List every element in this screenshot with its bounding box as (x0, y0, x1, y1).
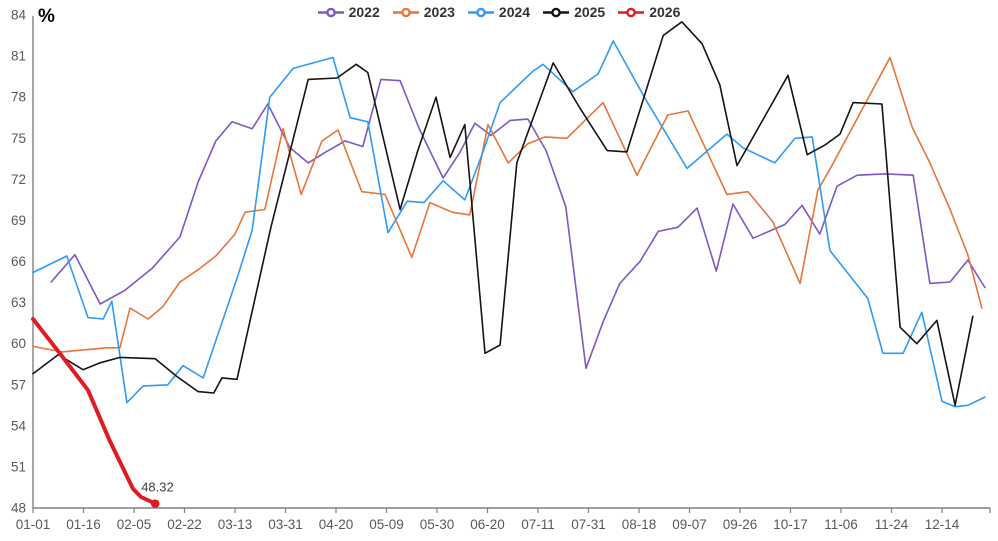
y-tick-label: 63 (11, 295, 26, 310)
x-tick-label: 02-05 (117, 517, 152, 532)
x-tick-label: 12-14 (925, 517, 960, 532)
legend: 2022 2023 2024 2025 2026 (0, 4, 998, 20)
legend-marker-icon (543, 7, 570, 17)
series-line-2023 (32, 56, 983, 353)
series-line-2022 (50, 78, 986, 370)
series-line-2024 (32, 40, 986, 408)
legend-label: 2024 (498, 4, 531, 20)
x-tick-label: 03-31 (268, 517, 303, 532)
x-tick-label: 05-09 (369, 517, 404, 532)
series-end-dot-2026 (150, 499, 160, 508)
axes (32, 16, 990, 509)
x-tick-label: 09-07 (672, 517, 707, 532)
legend-marker-icon (618, 7, 645, 17)
x-tick-label: 09-26 (723, 517, 758, 532)
y-tick-label: 60 (11, 336, 26, 351)
y-tick-label: 72 (11, 172, 26, 187)
y-tick-label: 69 (11, 213, 26, 228)
x-axis-tick-labels: 01-01 01-16 02-05 02-22 03-13 03-31 04-20 05-09… (16, 508, 991, 532)
legend-item-2023[interactable]: 2023 (392, 4, 455, 20)
legend-marker-icon (392, 7, 419, 17)
x-tick-label: 03-13 (218, 517, 253, 532)
y-tick-label: 81 (11, 49, 26, 64)
x-tick-label: 08-18 (622, 517, 657, 532)
end-value-label-2026: 48.32 (141, 480, 174, 495)
legend-marker-icon (467, 7, 494, 17)
x-tick-label: 11-06 (824, 517, 858, 532)
legend-marker-icon (317, 7, 344, 17)
x-tick-label: 01-01 (16, 517, 51, 532)
legend-item-2024[interactable]: 2024 (467, 4, 531, 20)
legend-item-2025[interactable]: 2025 (543, 4, 605, 20)
x-tick-label: 07-11 (521, 517, 555, 532)
y-tick-label: 78 (11, 90, 26, 105)
x-tick-label: 05-30 (420, 517, 455, 532)
x-tick-label: 07-31 (571, 517, 606, 532)
legend-item-2026[interactable]: 2026 (618, 4, 680, 20)
legend-label: 2025 (574, 4, 606, 20)
y-tick-label: 57 (11, 377, 26, 392)
x-tick-label: 11-24 (875, 517, 909, 532)
y-tick-label: 54 (11, 418, 27, 433)
x-tick-label: 02-22 (167, 517, 202, 532)
legend-item-2022[interactable]: 2022 (317, 4, 380, 20)
x-tick-label: 10-17 (773, 517, 808, 532)
y-tick-label: 66 (11, 254, 26, 269)
y-axis-unit-label: % (38, 6, 55, 27)
series-line-2025 (32, 20, 974, 407)
legend-label: 2026 (649, 4, 681, 20)
y-axis-tick-labels: 48 51 54 57 60 63 66 69 72 75 78 81 84 (11, 8, 27, 516)
series-line-2026 (31, 317, 158, 506)
legend-label: 2023 (423, 4, 455, 20)
x-tick-label: 06-20 (470, 517, 505, 532)
legend-label: 2022 (348, 4, 380, 20)
y-tick-label: 48 (11, 501, 26, 516)
x-tick-label: 01-16 (66, 517, 101, 532)
x-tick-label: 04-20 (319, 517, 354, 532)
y-tick-label: 75 (11, 131, 26, 146)
y-tick-label: 84 (11, 8, 27, 23)
y-tick-label: 51 (11, 459, 26, 474)
